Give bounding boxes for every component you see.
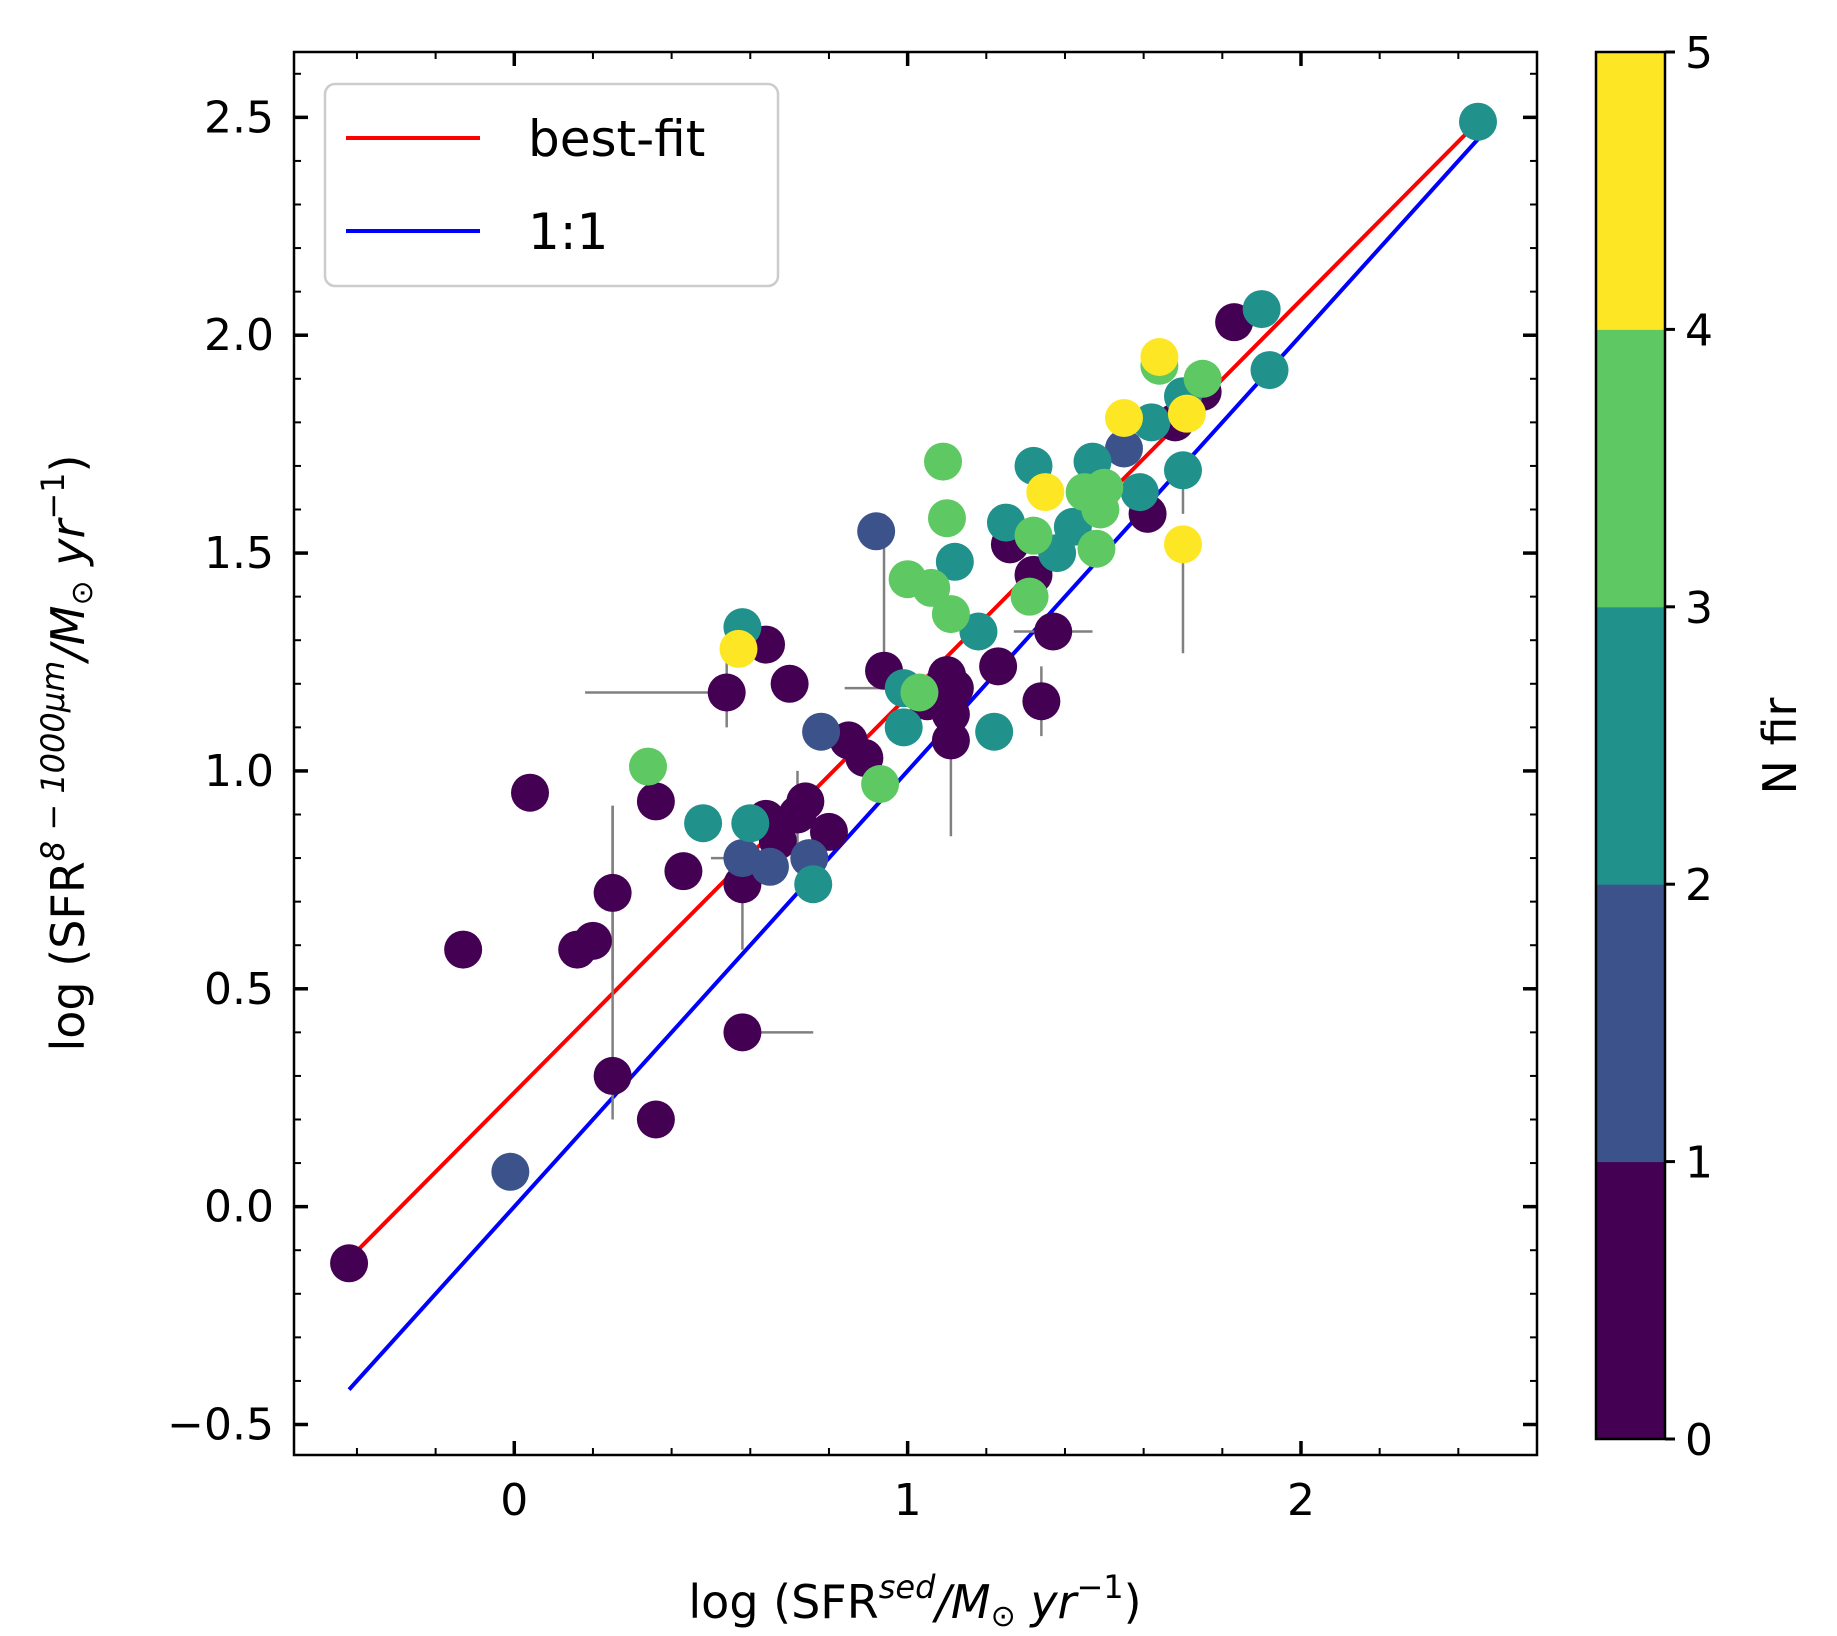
data-point (444, 930, 483, 969)
data-point (857, 512, 896, 551)
data-point (1014, 516, 1053, 555)
data-point (979, 647, 1018, 686)
colorbar-tick-label: 3 (1685, 583, 1713, 634)
data-point (931, 595, 970, 634)
y-tick-label: 0.5 (204, 964, 274, 1015)
data-point (1163, 525, 1202, 564)
data-point (884, 708, 923, 747)
data-point (794, 865, 833, 904)
colorbar-tick-label: 0 (1685, 1415, 1713, 1466)
data-point (731, 804, 770, 843)
colorbar: 0 1 2 3 4 5 N fir (1594, 28, 1807, 1466)
data-point (491, 1152, 530, 1191)
x-axis-label: log (SFRsed/M⊙ yr−1) (688, 1568, 1141, 1634)
scatter-points (330, 102, 1497, 1283)
data-point (593, 873, 632, 912)
data-point (636, 1100, 675, 1139)
colorbar-segment (1596, 884, 1665, 1163)
colorbar-segment (1596, 329, 1665, 608)
plot-frame (292, 50, 1539, 1457)
colorbar-label: N fir (1753, 697, 1807, 794)
colorbar-segments (1596, 52, 1665, 1440)
data-point (1022, 682, 1061, 721)
data-point (1104, 399, 1143, 437)
data-point (931, 721, 970, 760)
data-point (1010, 577, 1049, 616)
legend-box (323, 82, 780, 288)
data-point (684, 804, 723, 843)
legend: best-fit 1:1 (323, 82, 780, 288)
line-1-1 (347, 137, 1480, 1391)
data-point (802, 712, 841, 751)
data-point (770, 664, 809, 703)
colorbar-frame (1594, 50, 1667, 1441)
data-point (1167, 394, 1206, 433)
colorbar-tick-label: 4 (1685, 305, 1713, 356)
plot-area: 0 1 2 −0.5 0.0 0.5 1.0 1.5 2.0 2.5 (167, 50, 1539, 1526)
data-point (861, 765, 900, 803)
x-tick-label: 1 (894, 1475, 922, 1526)
data-point (719, 629, 758, 668)
data-point (723, 865, 762, 904)
data-point (1120, 473, 1159, 512)
data-point (975, 712, 1014, 751)
data-point (1140, 338, 1179, 376)
colorbar-tick-label: 5 (1685, 28, 1713, 79)
data-point (629, 747, 668, 786)
data-point (1163, 451, 1202, 490)
data-point (636, 782, 675, 821)
data-point (900, 673, 939, 712)
legend-label-best-fit: best-fit (528, 110, 705, 168)
y-tick-label: 1.0 (204, 746, 274, 797)
y-tick-label: 2.5 (204, 92, 274, 143)
x-tick-label: 0 (500, 1475, 528, 1526)
colorbar-segment (1596, 52, 1665, 330)
x-tick-label: 2 (1287, 1475, 1315, 1526)
y-tick-label: 2.0 (204, 310, 274, 361)
data-point (786, 782, 825, 821)
data-point (1077, 529, 1116, 568)
data-point (723, 1013, 762, 1052)
data-point (809, 812, 848, 851)
data-point (1183, 359, 1222, 398)
data-point (750, 847, 789, 886)
data-point (1250, 351, 1289, 390)
data-point (1104, 429, 1143, 468)
data-point (511, 773, 550, 812)
data-point (912, 568, 951, 607)
data-point (664, 852, 703, 891)
colorbar-ticks: 0 1 2 3 4 5 (1665, 28, 1713, 1466)
data-point (927, 499, 966, 538)
data-point (1026, 473, 1065, 512)
colorbar-segment (1596, 1161, 1665, 1440)
data-point (1458, 102, 1497, 141)
y-tick-label: −0.5 (167, 1400, 274, 1451)
legend-label-one-to-one: 1:1 (528, 203, 608, 261)
data-point (959, 612, 998, 651)
colorbar-tick-label: 2 (1685, 860, 1713, 911)
y-axis-label: log (SFR8 − 1000μm/M⊙ yr−1) (34, 454, 100, 1051)
y-tick-label: 0.0 (204, 1182, 274, 1233)
data-point (924, 442, 963, 481)
colorbar-tick-label: 1 (1685, 1138, 1713, 1189)
y-tick-label: 1.5 (204, 528, 274, 579)
data-point (573, 921, 612, 960)
data-point (707, 673, 746, 712)
data-point (330, 1244, 369, 1283)
data-point (935, 542, 974, 581)
data-point (1242, 290, 1281, 329)
colorbar-segment (1596, 606, 1665, 885)
data-point (1085, 468, 1124, 507)
data-point (593, 1056, 632, 1095)
data-point (1034, 612, 1073, 651)
data-point (931, 695, 970, 734)
